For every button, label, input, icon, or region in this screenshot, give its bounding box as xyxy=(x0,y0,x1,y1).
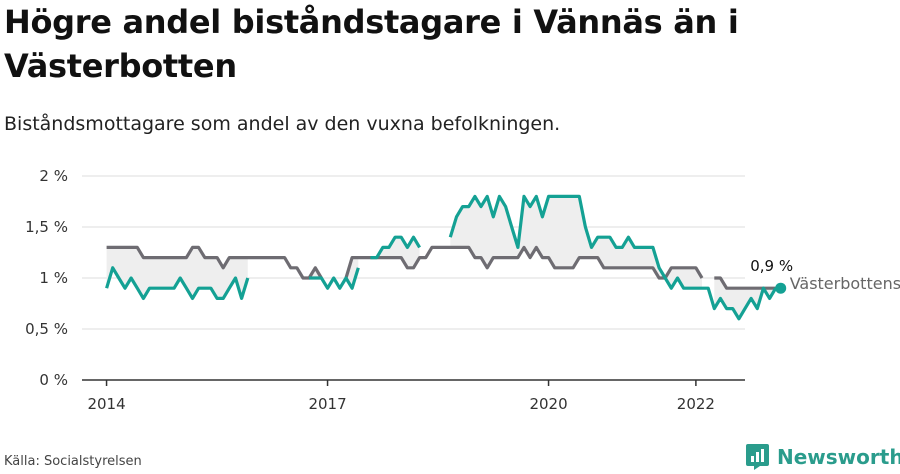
x-tick-label: 2022 xyxy=(677,395,715,413)
series-line-segment xyxy=(714,276,776,290)
series-label-vasterbotten: Västerbottens län xyxy=(790,274,900,293)
end-point-marker xyxy=(775,282,787,294)
end-value-label: 0,9 % xyxy=(750,257,793,275)
chart-subtitle: Biståndsmottagare som andel av den vuxna… xyxy=(4,113,561,135)
y-tick-label: 0 % xyxy=(39,371,68,389)
series-line-segment xyxy=(106,245,323,280)
y-tick-label: 1,5 % xyxy=(25,218,68,236)
brand-name: Newsworthy xyxy=(777,445,900,469)
difference-area xyxy=(106,247,248,299)
series-line-segment xyxy=(448,194,778,321)
chart-labels: 0 % 0,5 % 1 % 1,5 % 2 % 2014 2017 2020 2022 0,9 %… xyxy=(25,167,900,413)
y-tick-label: 2 % xyxy=(39,167,68,185)
x-tick-label: 2020 xyxy=(529,395,567,413)
difference-area xyxy=(370,237,420,268)
x-tick-label: 2014 xyxy=(87,395,125,413)
newsworthy-logo-icon xyxy=(746,444,769,470)
series-line-segment xyxy=(105,266,250,300)
chart-title: Högre andel biståndstagare i Vännäs än i… xyxy=(4,3,739,85)
x-tick-label: 2017 xyxy=(308,395,346,413)
source-note: Källa: Socialstyrelsen xyxy=(4,454,142,469)
y-tick-label: 1 % xyxy=(39,269,68,287)
series-lines xyxy=(105,194,778,321)
series-line-segment xyxy=(370,235,421,260)
series-line-segment xyxy=(344,245,704,280)
x-axis xyxy=(82,379,745,386)
series-line-segment xyxy=(309,267,360,290)
difference-area xyxy=(450,196,702,289)
y-tick-label: 0,5 % xyxy=(25,320,68,338)
brand-logo: Newsworthy xyxy=(745,442,900,472)
